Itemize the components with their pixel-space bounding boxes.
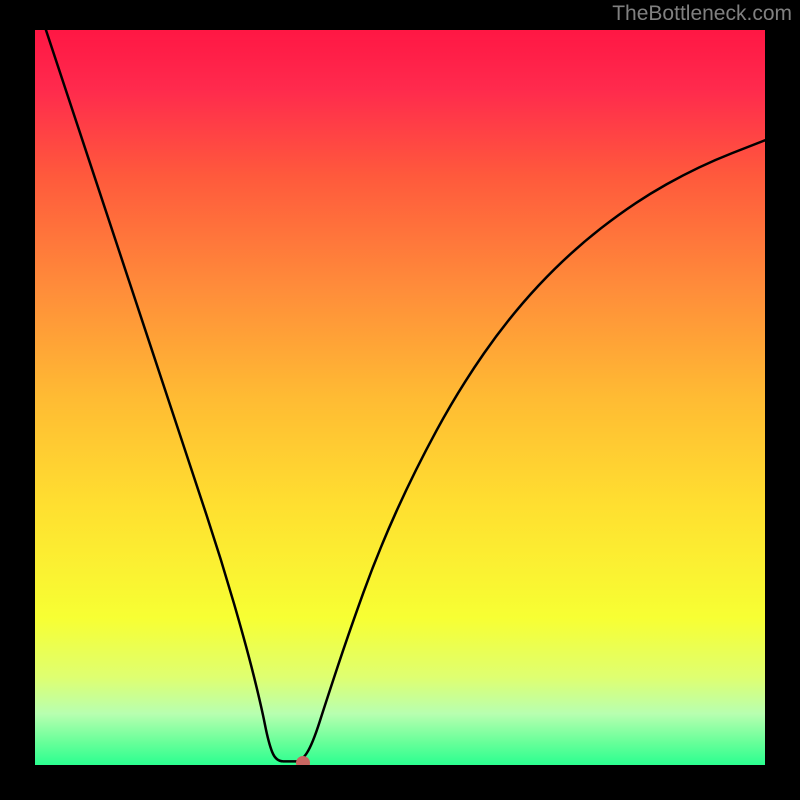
chart-plot-area: [35, 30, 765, 765]
chart-svg: [35, 30, 765, 765]
watermark-text: TheBottleneck.com: [612, 2, 792, 26]
bottleneck-curve: [46, 30, 765, 761]
minimum-marker: [296, 756, 310, 765]
